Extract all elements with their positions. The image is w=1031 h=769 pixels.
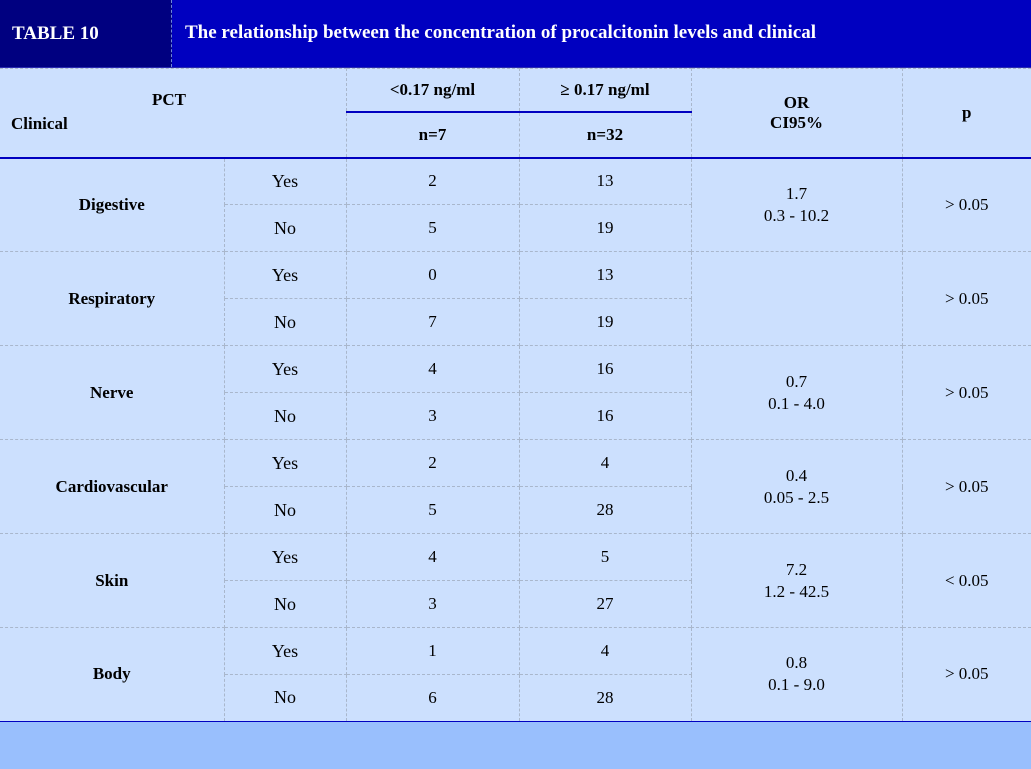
- or-value: 0.8: [785, 653, 808, 673]
- yes-label-cell: Yes: [223, 157, 347, 205]
- p-value-cell: > 0.05: [901, 157, 1031, 252]
- data-table: PCT Clinical <0.17 ng/ml ≥ 0.17 ng/ml OR…: [0, 68, 1031, 723]
- no-label-cell: No: [223, 486, 347, 534]
- category-cell: Nerve: [0, 345, 225, 440]
- table-body: Digestive Yes 2 13 1.7 0.3 - 10.2 > 0.05 No 5 19 R…: [0, 157, 1031, 723]
- category-cell: Skin: [0, 533, 225, 628]
- no-label-cell: No: [223, 674, 347, 723]
- yes-low-cell: 2: [345, 157, 520, 205]
- or-ci: 0.1 - 4.0: [768, 393, 825, 413]
- header-pct-clinical: PCT Clinical: [0, 68, 347, 159]
- no-high-cell: 19: [518, 204, 692, 252]
- yes-label-cell: Yes: [223, 345, 347, 393]
- header-low: <0.17 ng/ml: [345, 68, 520, 113]
- or-value: 1.7: [785, 183, 808, 203]
- data-table-container: PCT Clinical <0.17 ng/ml ≥ 0.17 ng/ml OR…: [0, 68, 1031, 723]
- or-value: 7.2: [785, 559, 808, 579]
- yes-high-cell: 4: [518, 627, 692, 675]
- p-value-cell: > 0.05: [901, 345, 1031, 440]
- header-clinical: Clinical: [11, 114, 68, 133]
- category-cell: Body: [0, 627, 225, 723]
- or-ci: 0.3 - 10.2: [763, 205, 830, 225]
- yes-low-cell: 4: [345, 345, 520, 393]
- p-value-cell: > 0.05: [901, 439, 1031, 534]
- yes-label-cell: Yes: [223, 533, 347, 581]
- or-ci: 1.2 - 42.5: [763, 581, 830, 601]
- category-cell: Cardiovascular: [0, 439, 225, 534]
- no-high-cell: 19: [518, 298, 692, 346]
- or-cell: 0.4 0.05 - 2.5: [690, 439, 903, 534]
- or-cell: 0.8 0.1 - 9.0: [690, 627, 903, 723]
- yes-low-cell: 0: [345, 251, 520, 299]
- header-high-n: n=32: [518, 111, 692, 159]
- header-low-n: n=7: [345, 111, 520, 159]
- no-label-cell: No: [223, 580, 347, 628]
- no-label-cell: No: [223, 298, 347, 346]
- or-value: 0.4: [785, 465, 808, 485]
- p-value-cell: > 0.05: [901, 251, 1031, 346]
- yes-low-cell: 1: [345, 627, 520, 675]
- header-p: p: [901, 68, 1031, 159]
- table-footer-bar: [0, 722, 1031, 769]
- p-value-cell: > 0.05: [901, 627, 1031, 723]
- no-high-cell: 28: [518, 486, 692, 534]
- yes-high-cell: 5: [518, 533, 692, 581]
- yes-high-cell: 4: [518, 439, 692, 487]
- header-or-label: OR: [783, 92, 810, 112]
- or-value: 0.7: [785, 371, 808, 391]
- table-row: Digestive Yes 2 13 1.7 0.3 - 10.2 > 0.05: [0, 157, 1031, 252]
- no-high-cell: 28: [518, 674, 692, 723]
- category-cell: Digestive: [0, 157, 225, 252]
- yes-low-cell: 4: [345, 533, 520, 581]
- or-cell: 7.2 1.2 - 42.5: [690, 533, 903, 628]
- table-number: TABLE 10: [0, 0, 172, 67]
- header-or: OR CI95%: [690, 68, 903, 159]
- or-ci: 0.05 - 2.5: [763, 487, 830, 507]
- table-row: No 7 19: [0, 298, 1031, 346]
- yes-label-cell: Yes: [223, 439, 347, 487]
- category-cell: Respiratory: [0, 251, 225, 346]
- or-cell: [690, 251, 903, 346]
- no-high-cell: 16: [518, 392, 692, 440]
- table-row: Skin Yes 4 5 7.2 1.2 - 42.5 < 0.05: [0, 533, 1031, 628]
- header-ci-label: CI95%: [770, 112, 823, 132]
- table-row: No 3 27: [0, 580, 1031, 628]
- no-low-cell: 3: [345, 580, 520, 628]
- table-title-bar: TABLE 10 The relationship between the co…: [0, 0, 1031, 68]
- no-high-cell: 27: [518, 580, 692, 628]
- table-row: Nerve Yes 4 16 0.7 0.1 - 4.0 > 0.05: [0, 345, 1031, 440]
- header-high: ≥ 0.17 ng/ml: [518, 68, 692, 113]
- yes-high-cell: 16: [518, 345, 692, 393]
- table-row: No 6 28: [0, 674, 1031, 723]
- no-low-cell: 3: [345, 392, 520, 440]
- table-row: No 5 28: [0, 486, 1031, 534]
- table-row: No 5 19: [0, 204, 1031, 252]
- no-low-cell: 6: [345, 674, 520, 723]
- table-row: Cardiovascular Yes 2 4 0.4 0.05 - 2.5 > 0.05: [0, 439, 1031, 534]
- or-cell: 1.7 0.3 - 10.2: [690, 157, 903, 252]
- yes-high-cell: 13: [518, 251, 692, 299]
- yes-low-cell: 2: [345, 439, 520, 487]
- no-label-cell: No: [223, 204, 347, 252]
- table-row: Body Yes 1 4 0.8 0.1 - 9.0 > 0.05: [0, 627, 1031, 723]
- no-low-cell: 5: [345, 204, 520, 252]
- yes-high-cell: 13: [518, 157, 692, 205]
- no-low-cell: 5: [345, 486, 520, 534]
- table-title: The relationship between the concentrati…: [185, 22, 817, 43]
- or-cell: 0.7 0.1 - 4.0: [690, 345, 903, 440]
- p-value-cell: < 0.05: [901, 533, 1031, 628]
- no-low-cell: 7: [345, 298, 520, 346]
- yes-label-cell: Yes: [223, 251, 347, 299]
- header-pct: PCT: [152, 90, 186, 109]
- yes-label-cell: Yes: [223, 627, 347, 675]
- or-ci: 0.1 - 9.0: [768, 675, 825, 695]
- table-row: Respiratory Yes 0 13 > 0.05: [0, 251, 1031, 346]
- no-label-cell: No: [223, 392, 347, 440]
